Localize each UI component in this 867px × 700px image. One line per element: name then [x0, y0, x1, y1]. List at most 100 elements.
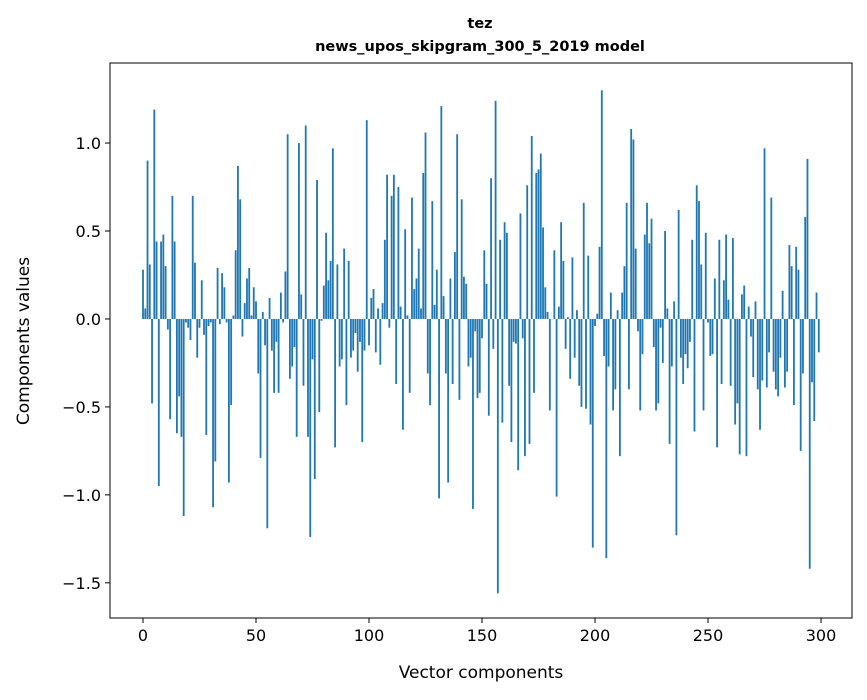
bar: [278, 319, 280, 393]
bar: [307, 319, 309, 437]
bar: [246, 278, 248, 318]
bar: [303, 319, 305, 386]
bar: [696, 185, 698, 319]
bar: [264, 319, 266, 345]
bar: [723, 280, 725, 319]
bar: [273, 319, 275, 393]
bar: [669, 319, 671, 444]
bar: [187, 319, 189, 328]
bar: [332, 148, 334, 319]
bar: [610, 293, 612, 319]
bar: [294, 319, 296, 347]
bar: [608, 319, 610, 366]
bar: [336, 264, 338, 319]
bar: [560, 222, 562, 319]
bar: [540, 154, 542, 319]
bar: [149, 264, 151, 319]
bar: [804, 217, 806, 319]
bar: [447, 319, 449, 483]
bar: [660, 319, 662, 328]
bar: [479, 319, 481, 393]
bar: [581, 319, 583, 407]
bar: [208, 319, 210, 326]
bar: [449, 278, 451, 318]
bar: [219, 319, 221, 324]
bar: [495, 101, 497, 319]
bar: [445, 319, 447, 374]
bar: [590, 319, 592, 425]
bar: [397, 187, 399, 319]
bar: [626, 203, 628, 319]
y-tick-label: −0.5: [62, 398, 101, 417]
bar: [228, 319, 230, 483]
bar: [513, 319, 515, 342]
bar: [420, 308, 422, 319]
bar: [547, 312, 549, 319]
bar: [662, 319, 664, 363]
bar: [698, 201, 700, 319]
bar: [350, 319, 352, 358]
bar: [318, 319, 320, 412]
bar: [251, 315, 253, 319]
bar: [682, 319, 684, 384]
bar: [361, 319, 363, 442]
bar: [348, 261, 350, 319]
bar: [196, 319, 198, 358]
bar: [673, 301, 675, 319]
bar: [759, 319, 761, 430]
bar: [459, 319, 461, 400]
bar: [689, 319, 691, 342]
bar: [687, 319, 689, 368]
bar: [280, 293, 282, 319]
bar: [364, 319, 366, 351]
bar: [370, 298, 372, 319]
bar: [746, 319, 748, 456]
bar: [158, 319, 160, 486]
bar: [242, 319, 244, 337]
bar: [639, 319, 641, 410]
bar: [533, 319, 535, 393]
bar: [569, 319, 571, 379]
bar: [531, 136, 533, 319]
bar: [470, 319, 472, 358]
bar: [576, 310, 578, 319]
bar: [375, 319, 377, 352]
bar: [585, 319, 587, 409]
bar: [642, 319, 644, 354]
bar: [325, 233, 327, 319]
bar: [214, 319, 216, 461]
bar: [813, 319, 815, 421]
bar: [486, 284, 488, 319]
bar: [147, 161, 149, 319]
bar: [416, 278, 418, 318]
bar: [565, 319, 567, 349]
bar: [275, 319, 277, 342]
bar: [305, 125, 307, 319]
bar: [553, 250, 555, 319]
bar: [798, 270, 800, 319]
bar: [409, 319, 411, 393]
bar: [352, 319, 354, 351]
bar: [709, 319, 711, 356]
bar: [818, 319, 820, 352]
x-tick-label: 0: [138, 626, 148, 645]
bar: [671, 319, 673, 366]
bar: [707, 319, 709, 323]
bar: [614, 319, 616, 389]
bar: [795, 247, 797, 319]
bar: [734, 319, 736, 425]
bar: [712, 319, 714, 354]
bar: [434, 305, 436, 319]
bar: [192, 196, 194, 319]
chart-subtitle: news_upos_skipgram_300_5_2019 model: [315, 39, 645, 55]
bar: [621, 293, 623, 319]
bar: [327, 280, 329, 319]
bar: [578, 319, 580, 386]
bar: [296, 319, 298, 437]
bar: [538, 169, 540, 319]
bar: [648, 243, 650, 319]
bar: [300, 294, 302, 319]
bar: [542, 227, 544, 318]
bar: [800, 319, 802, 451]
bar: [572, 257, 574, 319]
